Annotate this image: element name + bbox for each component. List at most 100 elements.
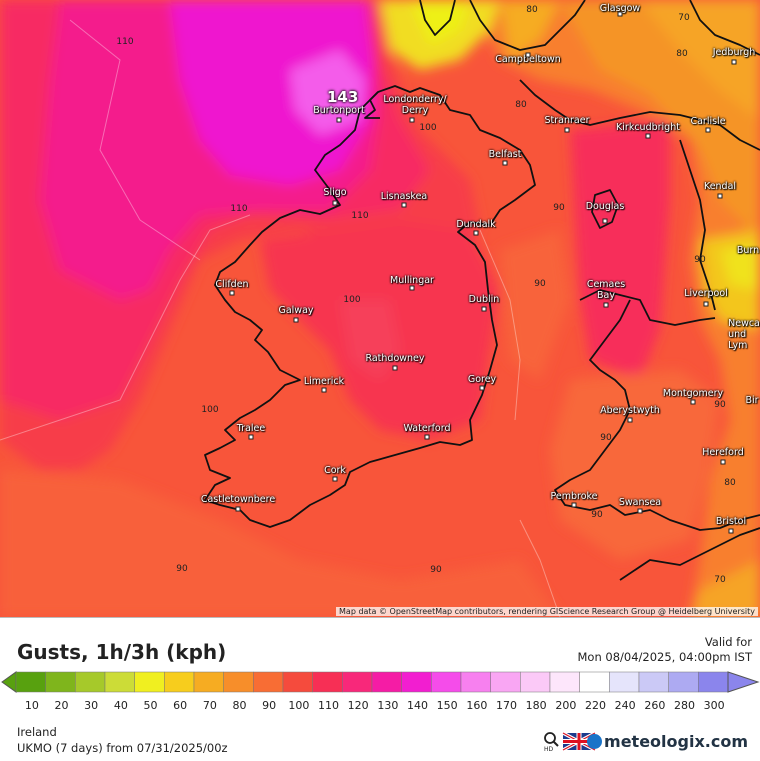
city-marker [645, 133, 651, 139]
city-label: Castletownbere [200, 494, 276, 505]
city-marker [728, 528, 734, 534]
hd-search-icon[interactable]: HD [544, 732, 559, 753]
isoline-label: 110 [351, 211, 369, 221]
city-label: Swansea [618, 497, 662, 508]
isoline-label: 110 [230, 204, 248, 214]
scale-tick: 160 [466, 699, 488, 712]
city-marker [332, 200, 338, 206]
edge-city-label: Burn [736, 245, 760, 256]
scale-tick: 220 [585, 699, 606, 712]
isoline-label: 90 [176, 564, 188, 574]
scale-swatch [401, 671, 432, 693]
region-label: Ireland [17, 725, 57, 739]
city-label: Tralee [236, 423, 266, 434]
city-label: Londonderry/Derry [383, 94, 447, 116]
isoline-label: 80 [676, 49, 688, 59]
isoline-label: 90 [600, 433, 612, 443]
valid-time: Mon 08/04/2025, 04:00pm IST [577, 650, 752, 664]
scale-tick: 140 [407, 699, 428, 712]
city-marker [571, 502, 577, 508]
city-label: Hereford [702, 447, 744, 458]
scale-tick: 100 [288, 699, 310, 712]
city-label: Rathdowney [365, 353, 425, 364]
scale-swatch [134, 671, 165, 693]
scale-tick: 180 [525, 699, 547, 712]
city-marker [617, 11, 623, 17]
scale-tick: 90 [262, 699, 277, 712]
city-marker [473, 230, 479, 236]
city-label: Carlisle [690, 116, 726, 127]
svg-text:HD: HD [544, 746, 554, 752]
scale-tick: 130 [377, 699, 399, 712]
scale-swatch [45, 671, 76, 693]
city-marker [481, 306, 487, 312]
scale-swatch [223, 671, 254, 693]
scale-swatch [104, 671, 135, 693]
scale-swatch [15, 671, 46, 693]
scale-tick: 30 [84, 699, 99, 712]
city-label: Waterford [403, 423, 451, 434]
city-label: Mullingar [390, 275, 434, 286]
scale-tick: 60 [173, 699, 188, 712]
scale-swatch [431, 671, 462, 693]
isoline-label: 80 [724, 478, 736, 488]
city-marker [564, 127, 570, 133]
scale-swatch [579, 671, 610, 693]
scale-swatch [342, 671, 373, 693]
map-attribution[interactable]: Map data © OpenStreetMap contributors, r… [336, 607, 758, 616]
scale-tick: 50 [143, 699, 158, 712]
scale-tick: 110 [318, 699, 339, 712]
scale-tick: 150 [436, 699, 458, 712]
city-marker [705, 127, 711, 133]
brand-logo[interactable]: meteologix.com [587, 732, 748, 751]
city-marker [502, 160, 508, 166]
city-marker [392, 365, 398, 371]
legend-panel: Gusts, 1h/3h (kph) Valid for Mon 08/04/2… [0, 617, 760, 761]
city-marker [229, 290, 235, 296]
city-label: Sligo [323, 187, 347, 198]
city-label: Bristol [715, 516, 747, 527]
city-label: Jedburgh [712, 47, 756, 58]
city-marker [603, 302, 609, 308]
city-label: Aberystwyth [600, 405, 660, 416]
city-marker [703, 301, 709, 307]
city-marker [602, 218, 608, 224]
city-marker [248, 434, 254, 440]
weather-map[interactable]: 143 Glasgow Campbeltown Jedburgh Burtonport… [0, 0, 760, 617]
isoline-label: 80 [515, 100, 527, 110]
color-scale [1, 671, 760, 693]
globe-icon [587, 734, 603, 749]
isoline-label: 90 [591, 510, 603, 520]
brand-text: meteologix.com [604, 732, 748, 751]
city-label: Kendal [703, 181, 737, 192]
scale-tick: 260 [644, 699, 666, 712]
city-label: Cork [324, 465, 346, 476]
city-label: Douglas [585, 201, 625, 212]
isoline-label: 100 [419, 123, 437, 133]
city-marker [235, 506, 241, 512]
edge-city-label: Newca und Lym [728, 318, 760, 351]
scale-swatch [549, 671, 580, 693]
scale-tick: 200 [555, 699, 577, 712]
city-label: Campbeltown [495, 54, 561, 65]
city-marker [336, 117, 342, 123]
scale-tick: 80 [232, 699, 247, 712]
city-label: Pembroke [550, 491, 598, 502]
city-label: Liverpool [684, 288, 728, 299]
city-marker [332, 476, 338, 482]
scale-swatch [460, 671, 491, 693]
city-label: Belfast [488, 149, 522, 160]
city-marker [525, 52, 531, 58]
city-label: Galway [278, 305, 314, 316]
city-label: Stranraer [544, 115, 590, 126]
scale-swatch [312, 671, 343, 693]
city-marker [321, 387, 327, 393]
city-marker [401, 202, 407, 208]
city-label: Clifden [215, 279, 249, 290]
isoline-label: 90 [714, 400, 726, 410]
scale-swatch [609, 671, 640, 693]
scale-swatch [698, 671, 729, 693]
isoline-label: 110 [116, 37, 134, 47]
scale-swatch [490, 671, 521, 693]
city-marker [690, 399, 696, 405]
